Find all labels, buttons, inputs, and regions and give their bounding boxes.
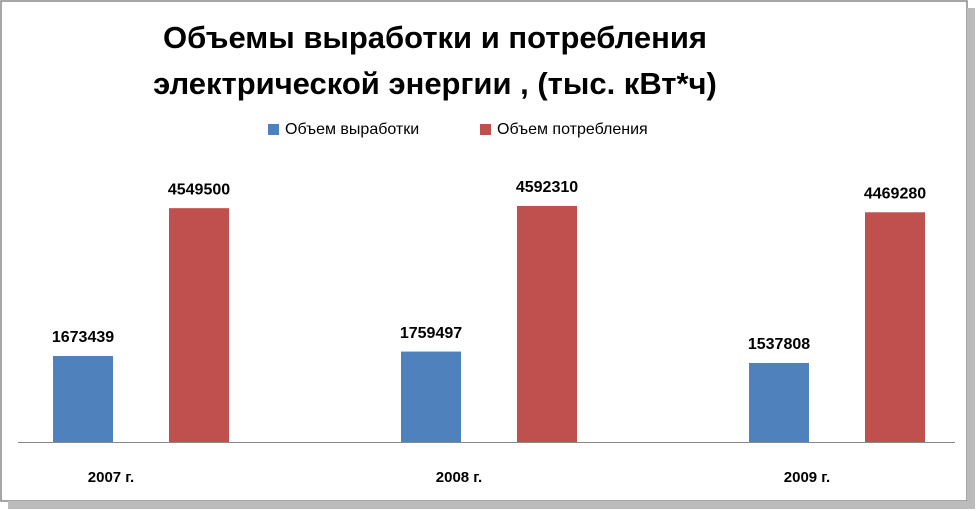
legend-label: Объем потребления	[497, 121, 648, 138]
legend-swatch	[268, 124, 279, 135]
bar	[749, 362, 809, 442]
bar	[865, 212, 925, 442]
bar	[53, 355, 113, 442]
legend-swatch	[480, 124, 491, 135]
data-label: 4469280	[864, 185, 926, 202]
data-label: 1759497	[400, 325, 462, 342]
x-tick-label: 2009 г.	[784, 469, 830, 486]
data-label: 4592310	[516, 179, 578, 196]
data-label: 1537808	[748, 336, 810, 353]
bar	[517, 205, 577, 442]
x-tick-label: 2008 г.	[436, 469, 482, 486]
bar	[169, 208, 229, 442]
bar	[401, 351, 461, 442]
data-label: 1673439	[52, 329, 114, 346]
legend-label: Объем выработки	[285, 121, 419, 138]
frame-shadow	[967, 8, 975, 508]
data-label: 4549500	[168, 181, 230, 198]
chart-title: Объемы выработки и потребления	[163, 20, 707, 55]
frame-shadow	[8, 501, 975, 509]
x-tick-label: 2007 г.	[88, 469, 134, 486]
chart-title: электрической энергии , (тыс. кВт*ч)	[153, 66, 717, 101]
